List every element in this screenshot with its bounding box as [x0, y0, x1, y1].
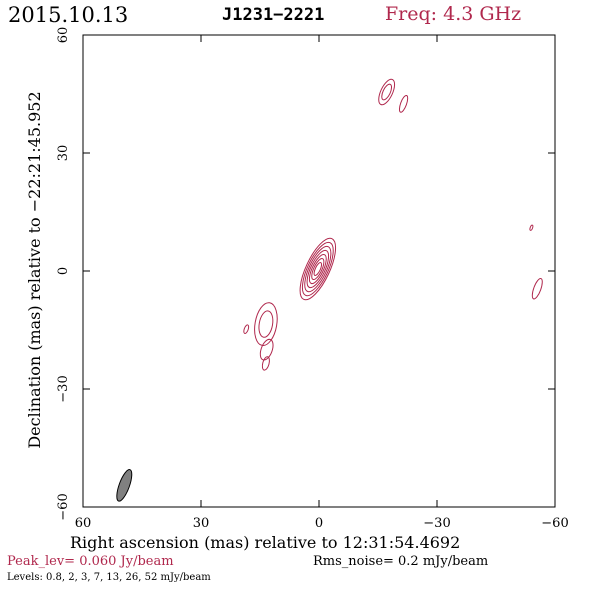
y-tick-label: −30: [56, 375, 71, 402]
y-axis-label: Declination (mas) relative to −22:21:45.…: [25, 91, 44, 449]
contour-core-level-6: [311, 258, 325, 281]
observation-date: 2015.10.13: [8, 3, 129, 27]
contour-core-level-3: [304, 245, 332, 293]
beam-layer: [116, 469, 133, 502]
contour-southern-jet-knot-level-1: [259, 338, 274, 361]
contour-eastern-blob-level-1: [529, 224, 534, 231]
y-tick-label: 60: [56, 27, 71, 44]
contour-northern-knot-b-level-1: [398, 94, 409, 113]
contour-core-level-7: [313, 262, 323, 276]
x-tick-label: 30: [193, 516, 210, 531]
beam-ellipse: [116, 469, 133, 502]
x-axis-label: Right ascension (mas) relative to 12:31:…: [70, 533, 461, 552]
contour-core-level-2: [301, 241, 334, 297]
contour-northern-knot-level-1: [378, 78, 396, 106]
contour-core-level-4: [306, 249, 330, 289]
x-tick-label: 60: [75, 516, 92, 531]
contour-south-west-knot-level-1: [261, 356, 270, 371]
peak-level: Peak_lev= 0.060 Jy/beam: [7, 554, 174, 569]
contour-core-level-1: [299, 237, 337, 301]
x-tick-label: −30: [423, 516, 450, 531]
axis-ticks: [82, 34, 556, 508]
rms-noise: Rms_noise= 0.2 mJy/beam: [313, 554, 489, 569]
contour-eastern-feature-level-1: [531, 277, 543, 300]
contour-core-level-5: [308, 253, 327, 285]
contour-layer: [243, 78, 543, 371]
contour-northern-knot-level-2: [381, 83, 393, 101]
y-tick-label: 30: [56, 145, 71, 162]
y-tick-label: −60: [56, 493, 71, 520]
contour-western-blob-level-1: [243, 324, 250, 335]
x-tick-label: 0: [315, 516, 323, 531]
y-tick-label: 0: [56, 267, 71, 275]
frequency-label: Freq: 4.3 GHz: [385, 3, 522, 25]
x-tick-label: −60: [541, 516, 568, 531]
plot-frame: [82, 34, 556, 508]
source-name: J1231−2221: [222, 5, 325, 25]
contour-southern-jet-level-2: [258, 310, 274, 338]
contour-levels: Levels: 0.8, 2, 3, 7, 13, 26, 52 mJy/bea…: [7, 572, 211, 583]
axis-tick-labels: 60 30 0 −30 −60 60 30 0 −30 −60: [56, 27, 569, 531]
